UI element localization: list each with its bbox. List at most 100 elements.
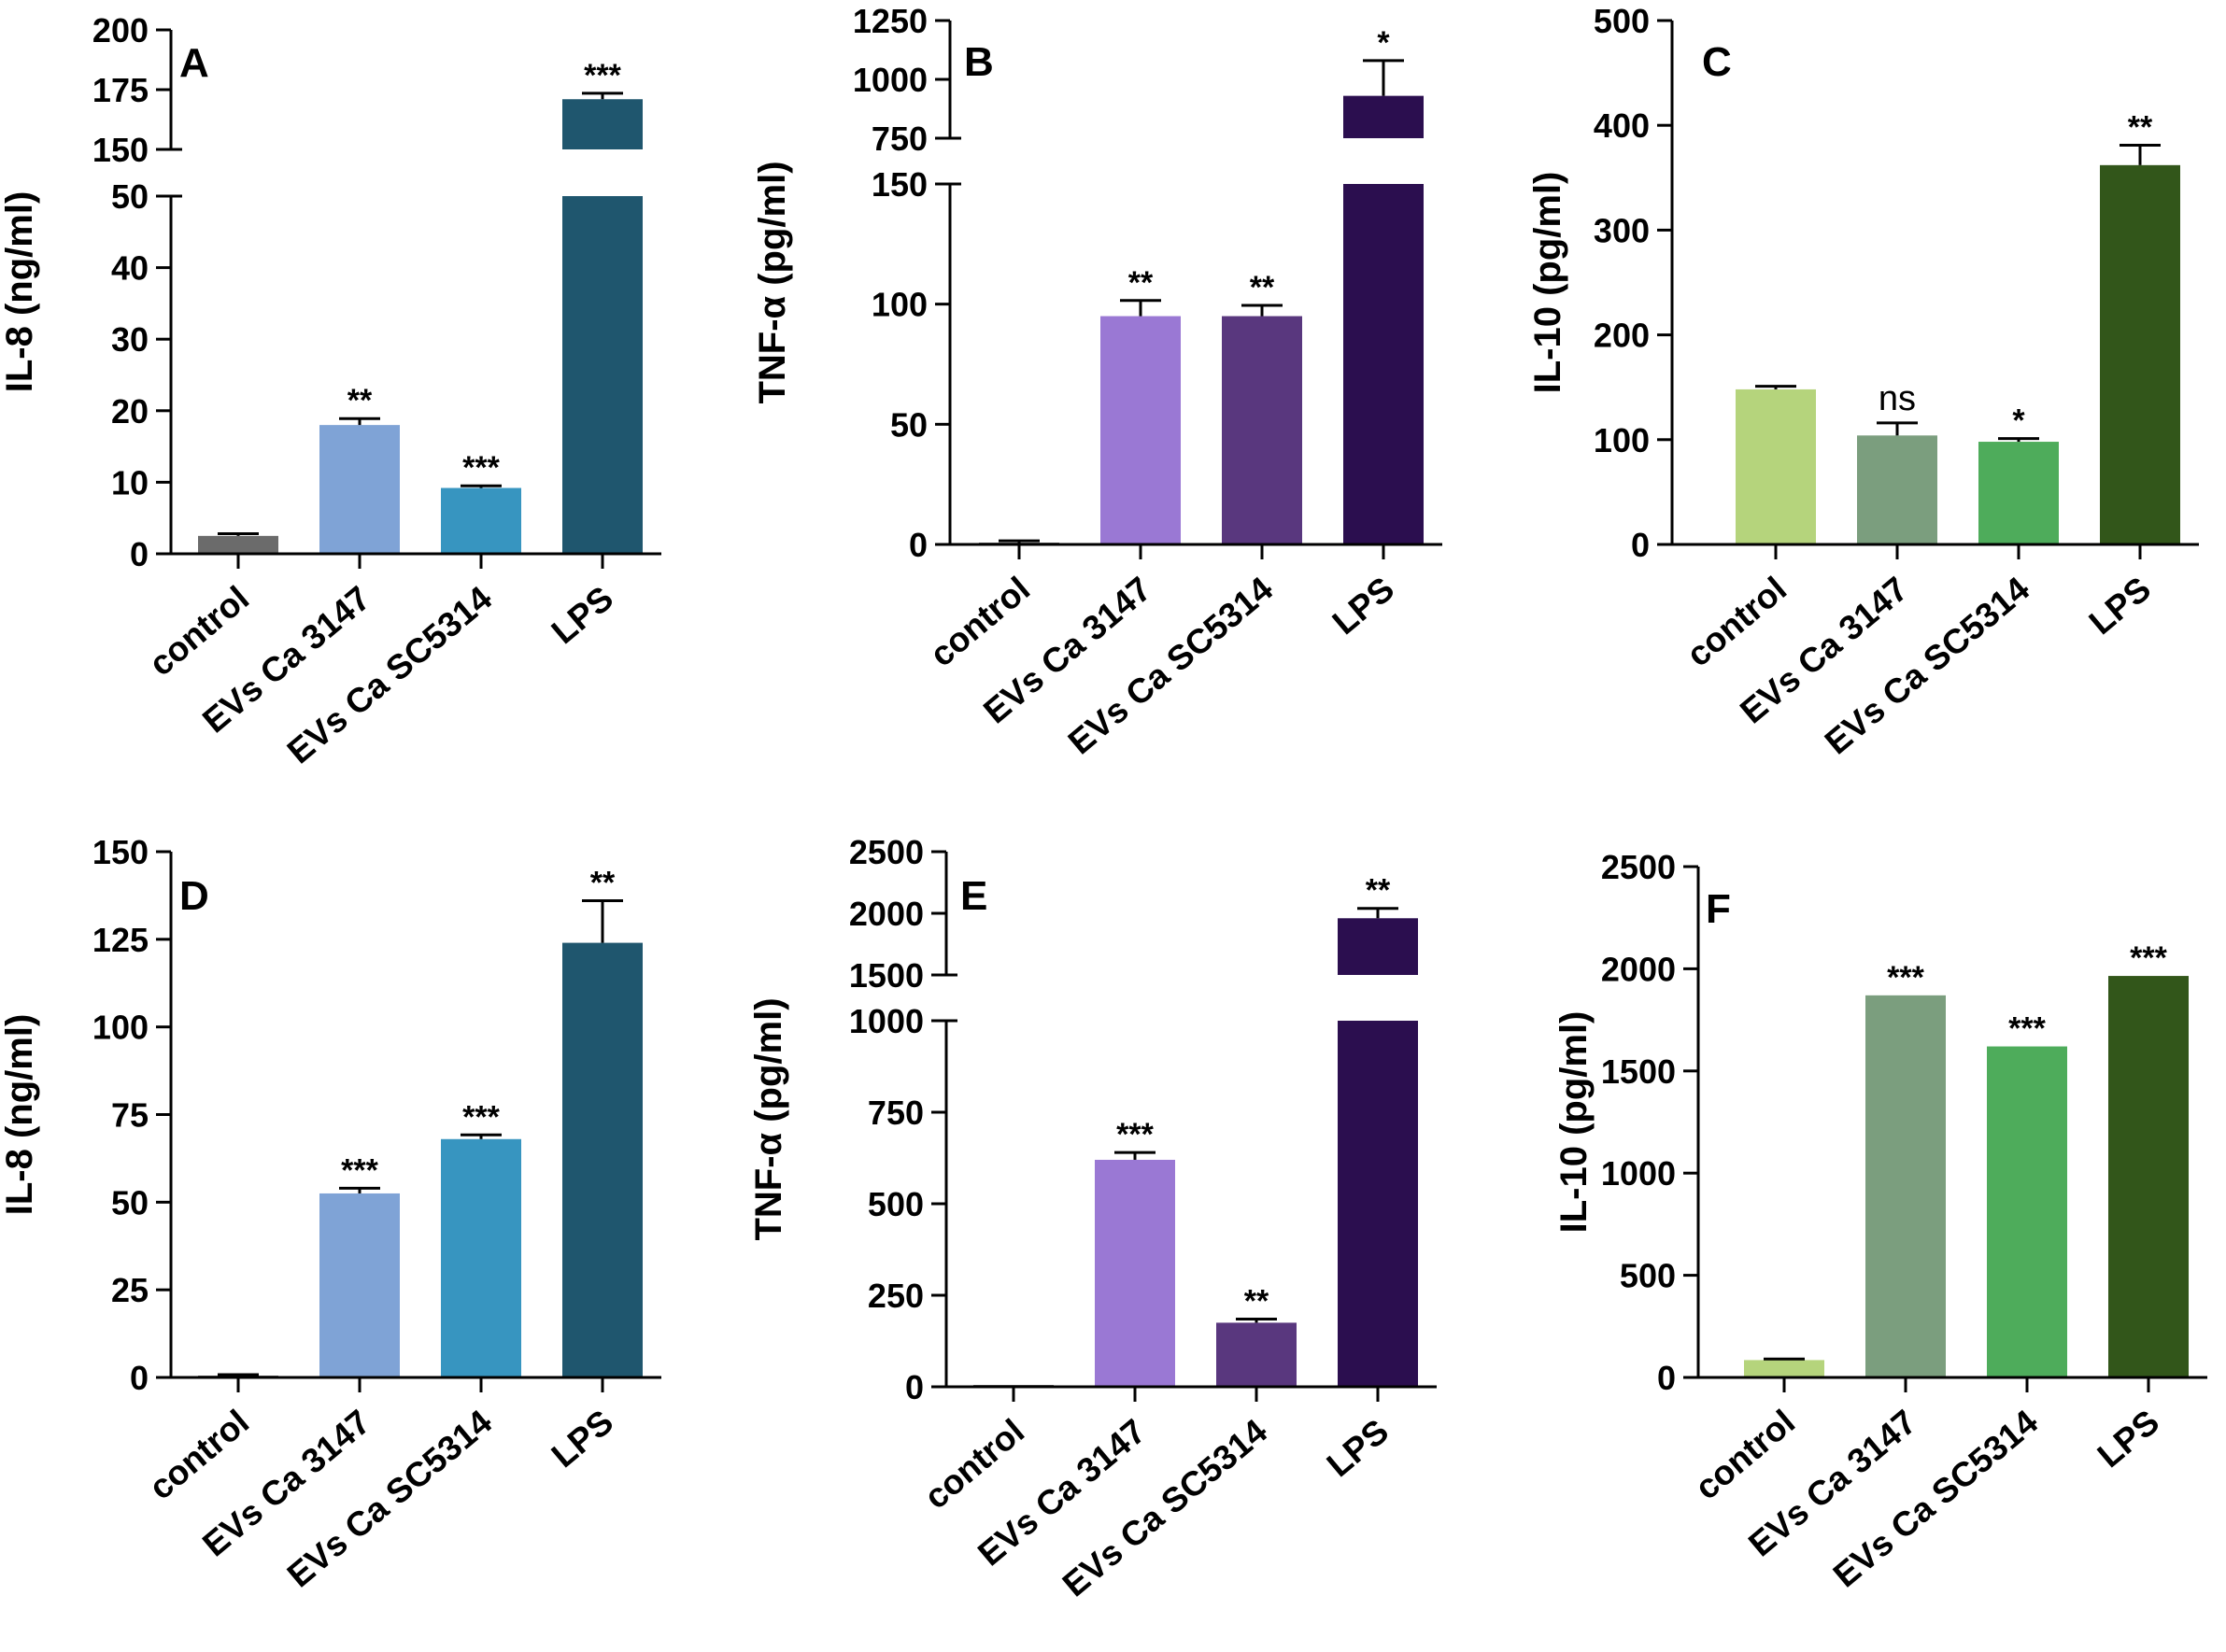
significance-label-3: *** [584, 58, 621, 93]
y-axis-title: IL-8 (ng/ml) [0, 191, 40, 393]
y-axis-title: IL-8 (ng/ml) [0, 1014, 40, 1216]
y-tick-label-3: 300 [1594, 211, 1650, 249]
y-tick-label-0: 0 [130, 1359, 149, 1397]
bar-1 [1095, 1159, 1175, 1387]
y-tick-label-1: 100 [1594, 421, 1650, 459]
panel-label: A [179, 40, 209, 86]
bar-2 [441, 487, 521, 554]
category-label-3: LPS [2082, 570, 2158, 642]
category-label-2: EVs Ca SC5314 [1826, 1402, 2046, 1594]
bar-2 [1222, 316, 1302, 544]
y-tick-label-lower-5: 50 [111, 177, 149, 216]
significance-label-3: *** [2130, 940, 2167, 976]
category-label-2: EVs Ca SC5314 [1056, 1411, 1275, 1603]
y-tick-label-upper-2: 2500 [849, 833, 924, 871]
category-label-2: EVs Ca SC5314 [1061, 569, 1281, 761]
category-label-2: EVs Ca SC5314 [280, 1402, 500, 1594]
y-tick-label-upper-2: 200 [92, 11, 149, 49]
y-tick-label-2: 1000 [1601, 1154, 1676, 1193]
bar-3-upper [1338, 918, 1418, 975]
bar-3-lower [1343, 184, 1424, 544]
y-tick-label-lower-4: 1000 [849, 1002, 924, 1040]
y-tick-label-lower-2: 500 [868, 1185, 924, 1223]
significance-label-1: *** [1887, 960, 1924, 995]
y-tick-label-6: 150 [92, 833, 149, 871]
bar-0 [1744, 1360, 1824, 1377]
y-tick-label-lower-3: 150 [872, 165, 928, 204]
significance-label-2: * [2012, 403, 2025, 439]
y-tick-label-lower-1: 50 [890, 405, 928, 444]
y-axis-title: TNF-α (pg/ml) [748, 997, 789, 1240]
y-tick-label-0: 0 [1631, 526, 1650, 564]
category-label-0: control [142, 1403, 256, 1507]
panel-label: D [179, 873, 209, 919]
y-tick-label-5: 2500 [1601, 848, 1676, 886]
y-tick-label-1: 25 [111, 1271, 149, 1309]
significance-label-1: ** [347, 383, 373, 418]
y-axis-title: IL-10 (pg/ml) [1527, 172, 1568, 394]
significance-label-3: * [1377, 25, 1390, 61]
y-axis-title: IL-10 (pg/ml) [1553, 1011, 1595, 1234]
bar-0 [1736, 388, 1816, 544]
bar-1 [1857, 435, 1937, 544]
bar-1 [319, 1193, 400, 1377]
y-tick-label-4: 2000 [1601, 950, 1676, 988]
bar-3-lower [562, 196, 643, 554]
y-tick-label-lower-2: 20 [111, 392, 149, 431]
bar-3-upper [1343, 95, 1424, 138]
y-tick-label-lower-3: 750 [868, 1094, 924, 1132]
significance-label-1: *** [1116, 1117, 1154, 1152]
y-tick-label-5: 500 [1594, 2, 1650, 40]
y-tick-label-upper-0: 750 [872, 120, 928, 158]
panel-F: control***EVs Ca 3147***EVs Ca SC5314***… [1553, 848, 2207, 1595]
y-tick-label-lower-1: 250 [868, 1277, 924, 1315]
significance-label-2: ** [1250, 270, 1275, 305]
y-tick-label-2: 50 [111, 1183, 149, 1221]
panel-A: control**EVs Ca 3147***EVs Ca SC5314***L… [0, 11, 661, 771]
bar-1 [1865, 995, 1946, 1377]
category-label-2: EVs Ca SC5314 [1818, 569, 2037, 761]
panel-E: control***EVs Ca 3147**EVs Ca SC5314**LP… [748, 833, 1437, 1604]
y-axis-title: TNF-α (pg/ml) [752, 161, 793, 403]
y-tick-label-1: 500 [1620, 1257, 1676, 1295]
y-tick-label-3: 75 [111, 1096, 149, 1135]
y-tick-label-lower-0: 0 [909, 526, 928, 564]
bar-2 [1987, 1046, 2067, 1377]
y-tick-label-5: 125 [92, 921, 149, 959]
y-tick-label-upper-0: 150 [92, 131, 149, 169]
bar-2 [1216, 1322, 1297, 1387]
category-label-0: control [1680, 570, 1794, 674]
y-tick-label-lower-3: 30 [111, 320, 149, 359]
y-tick-label-lower-0: 0 [130, 535, 149, 573]
significance-label-2: *** [462, 450, 500, 486]
y-tick-label-upper-2: 1250 [853, 2, 928, 40]
y-tick-label-0: 0 [1657, 1359, 1676, 1397]
category-label-3: LPS [545, 579, 620, 652]
panel-D: control***EVs Ca 3147***EVs Ca SC5314**L… [0, 833, 661, 1595]
bar-3 [562, 942, 643, 1377]
y-tick-label-4: 100 [92, 1009, 149, 1047]
significance-label-3: ** [590, 866, 616, 901]
y-tick-label-lower-0: 0 [905, 1368, 924, 1406]
bar-0 [198, 535, 278, 554]
bar-2 [1978, 442, 2059, 544]
category-label-0: control [142, 579, 256, 684]
panel-label: E [960, 873, 987, 919]
significance-label-1: *** [341, 1152, 378, 1188]
significance-label-2: ** [1244, 1283, 1269, 1319]
panel-label: F [1706, 886, 1731, 932]
category-label-3: LPS [1326, 570, 1401, 642]
y-tick-label-lower-2: 100 [872, 286, 928, 324]
significance-label-3: ** [1366, 873, 1391, 909]
panel-label: C [1702, 39, 1732, 85]
category-label-3: LPS [2091, 1403, 2166, 1476]
y-tick-label-upper-0: 1500 [849, 956, 924, 995]
significance-label-2: *** [462, 1099, 500, 1135]
y-tick-label-2: 200 [1594, 317, 1650, 355]
y-tick-label-3: 1500 [1601, 1052, 1676, 1091]
category-label-3: LPS [545, 1403, 620, 1476]
bar-3 [2100, 164, 2180, 544]
panel-label: B [964, 39, 994, 85]
